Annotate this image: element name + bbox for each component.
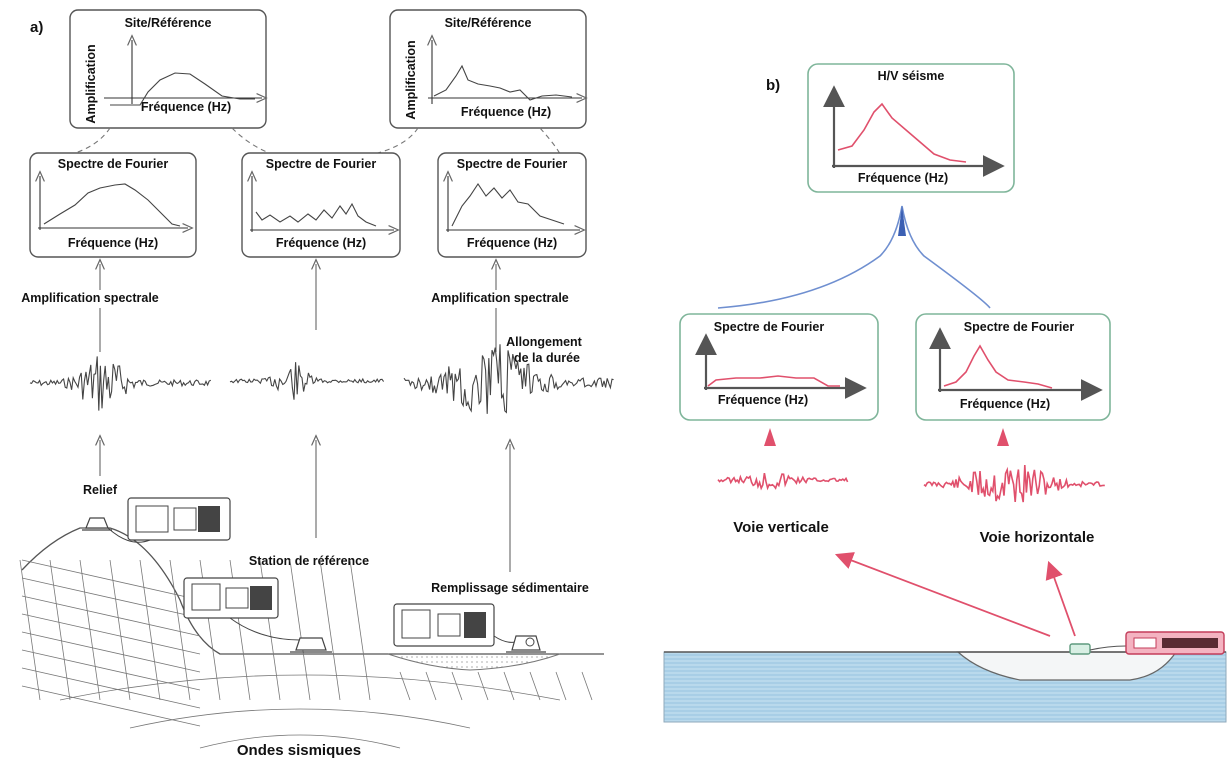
site-ref-box-right: Site/Référence Amplification Fréquence (… xyxy=(390,10,586,128)
site-ref-right-title: Site/Référence xyxy=(445,16,532,30)
hv-xlabel: Fréquence (Hz) xyxy=(858,171,948,185)
site-ref-left-ylabel: Amplification xyxy=(84,44,98,123)
recorder-sediment xyxy=(394,604,516,646)
hv-title: H/V séisme xyxy=(878,69,945,83)
vertical-channel-label: Voie verticale xyxy=(733,519,829,536)
sensor-relief xyxy=(82,518,112,530)
fourier-mid-title: Spectre de Fourier xyxy=(266,157,377,171)
fourier-mid-xlabel: Fréquence (Hz) xyxy=(276,236,366,250)
seismogram-relief xyxy=(30,356,211,410)
site-ref-right-ylabel: Amplification xyxy=(404,40,418,119)
fourier-box-left: Spectre de Fourier Fréquence (Hz) xyxy=(30,153,196,257)
horizontal-channel-label: Voie horizontale xyxy=(980,529,1095,546)
duration-label-line2: de la durée xyxy=(514,351,580,365)
seismogram-sediment xyxy=(404,344,614,414)
duration-label-line1: Allongement xyxy=(506,335,583,349)
panel-a: a) Site/Référence Amplification Fréquenc… xyxy=(20,10,614,759)
recorder-reference xyxy=(184,578,300,640)
seismogram-reference xyxy=(230,362,384,400)
fourier-horizontal-xlabel: Fréquence (Hz) xyxy=(960,397,1050,411)
panel-b-tag: b) xyxy=(766,77,780,94)
fourier-box-right: Spectre de Fourier Fréquence (Hz) xyxy=(438,153,586,257)
site-ref-left-xlabel: Fréquence (Hz) xyxy=(141,100,231,114)
recorder-b xyxy=(1126,632,1224,654)
fourier-left-xlabel: Fréquence (Hz) xyxy=(68,236,158,250)
fourier-box-mid: Spectre de Fourier Fréquence (Hz) xyxy=(242,153,400,257)
hv-spectrum-box: H/V séisme Fréquence (Hz) xyxy=(808,64,1014,192)
panel-b: b) H/V séisme Fréquence (Hz) Spectre de … xyxy=(664,64,1226,722)
amp-spectral-left-label: Amplification spectrale xyxy=(21,291,159,305)
relief-label: Relief xyxy=(83,483,118,497)
fourier-right-title: Spectre de Fourier xyxy=(457,157,568,171)
sediment-fill-label: Remplissage sédimentaire xyxy=(431,581,589,595)
seismic-waves-label: Ondes sismiques xyxy=(237,742,361,759)
amp-spectral-right-label: Amplification spectrale xyxy=(431,291,569,305)
fourier-vertical-title: Spectre de Fourier xyxy=(714,320,825,334)
ground-cross-section xyxy=(664,652,1226,722)
sensor-sediment xyxy=(506,636,546,652)
fourier-right-xlabel: Fréquence (Hz) xyxy=(467,236,557,250)
seismogram-horizontal-channel xyxy=(924,465,1105,502)
fourier-left-title: Spectre de Fourier xyxy=(58,157,169,171)
fourier-vertical-xlabel: Fréquence (Hz) xyxy=(718,393,808,407)
site-ref-box-left: Site/Référence Amplification Fréquence (… xyxy=(70,10,266,128)
site-ref-right-xlabel: Fréquence (Hz) xyxy=(461,105,551,119)
fourier-horizontal-box: Spectre de Fourier Fréquence (Hz) xyxy=(916,314,1110,420)
panel-a-tag: a) xyxy=(30,19,43,36)
site-ref-left-title: Site/Référence xyxy=(125,16,212,30)
fourier-horizontal-title: Spectre de Fourier xyxy=(964,320,1075,334)
fourier-vertical-box: Spectre de Fourier Fréquence (Hz) xyxy=(680,314,878,420)
seismogram-vertical-channel xyxy=(718,473,848,488)
